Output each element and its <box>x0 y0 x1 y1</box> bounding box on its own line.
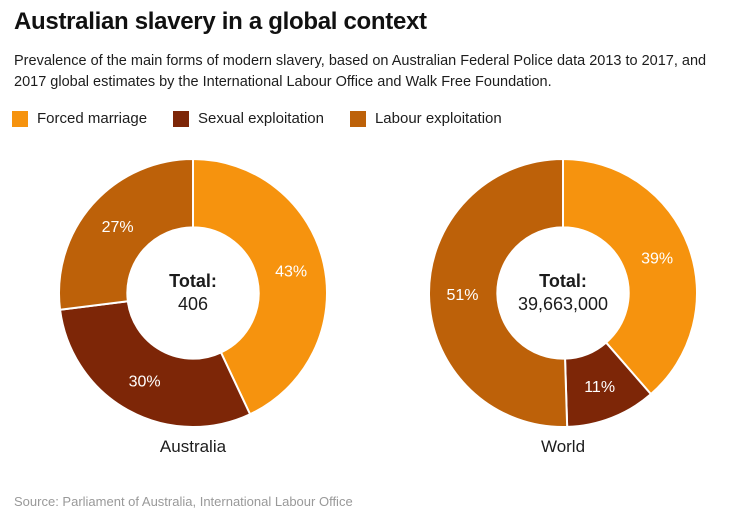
source-attribution: Source: Parliament of Australia, Interna… <box>14 494 353 509</box>
legend-label: Forced marriage <box>37 110 148 127</box>
legend-label: Labour exploitation <box>374 110 502 127</box>
donut-chart-world: 39% 11% 51% Total: 39,663,000 World <box>428 158 698 458</box>
slice-percent-label: 30% <box>129 374 161 391</box>
total-value: 406 <box>177 294 209 314</box>
donut-center-label-australia: Total: 406 <box>103 270 283 316</box>
donut-slice-labour-exploitation <box>58 158 194 311</box>
legend-swatch-sexual-exploitation <box>173 110 190 127</box>
slice-percent-label: 39% <box>641 250 673 267</box>
slice-percent-label: 51% <box>446 287 478 304</box>
donut-world-svg: 39% 11% 51% <box>428 158 698 428</box>
slice-percent-label: 27% <box>102 219 134 236</box>
total-caption: Total: <box>169 271 217 291</box>
chart-description: Prevalence of the main forms of modern s… <box>14 53 707 90</box>
donut-australia-svg: 43% 30% 27% <box>58 158 328 428</box>
legend-item-labour-exploitation: Labour exploitation <box>349 110 502 127</box>
total-value: 39,663,000 <box>517 294 609 314</box>
total-caption: Total: <box>539 271 587 291</box>
legend: Forced marriage Sexual exploitation Labo… <box>12 110 502 127</box>
donut-slice-sexual-exploitation <box>58 300 252 428</box>
slice-percent-label: 11% <box>584 379 615 396</box>
donut-center-label-world: Total: 39,663,000 <box>473 270 653 316</box>
legend-label: Sexual exploitation <box>198 110 324 127</box>
donut-chart-australia: 43% 30% 27% Total: 406 Australia <box>58 158 328 458</box>
slice-percent-label: 43% <box>275 264 307 281</box>
donut-slice-forced-marriage <box>562 158 698 396</box>
donut-slice-labour-exploitation <box>428 158 569 428</box>
donut-slice-forced-marriage <box>192 158 328 416</box>
chart-label-world: World <box>540 437 586 456</box>
page-title: Australian slavery in a global context <box>14 8 427 35</box>
legend-item-forced-marriage: Forced marriage <box>12 110 147 127</box>
chart-label-australia: Australia <box>159 437 227 456</box>
legend-item-sexual-exploitation: Sexual exploitation <box>173 110 324 127</box>
legend-swatch-forced-marriage <box>12 110 28 127</box>
legend-swatch-labour-exploitation <box>349 110 366 127</box>
